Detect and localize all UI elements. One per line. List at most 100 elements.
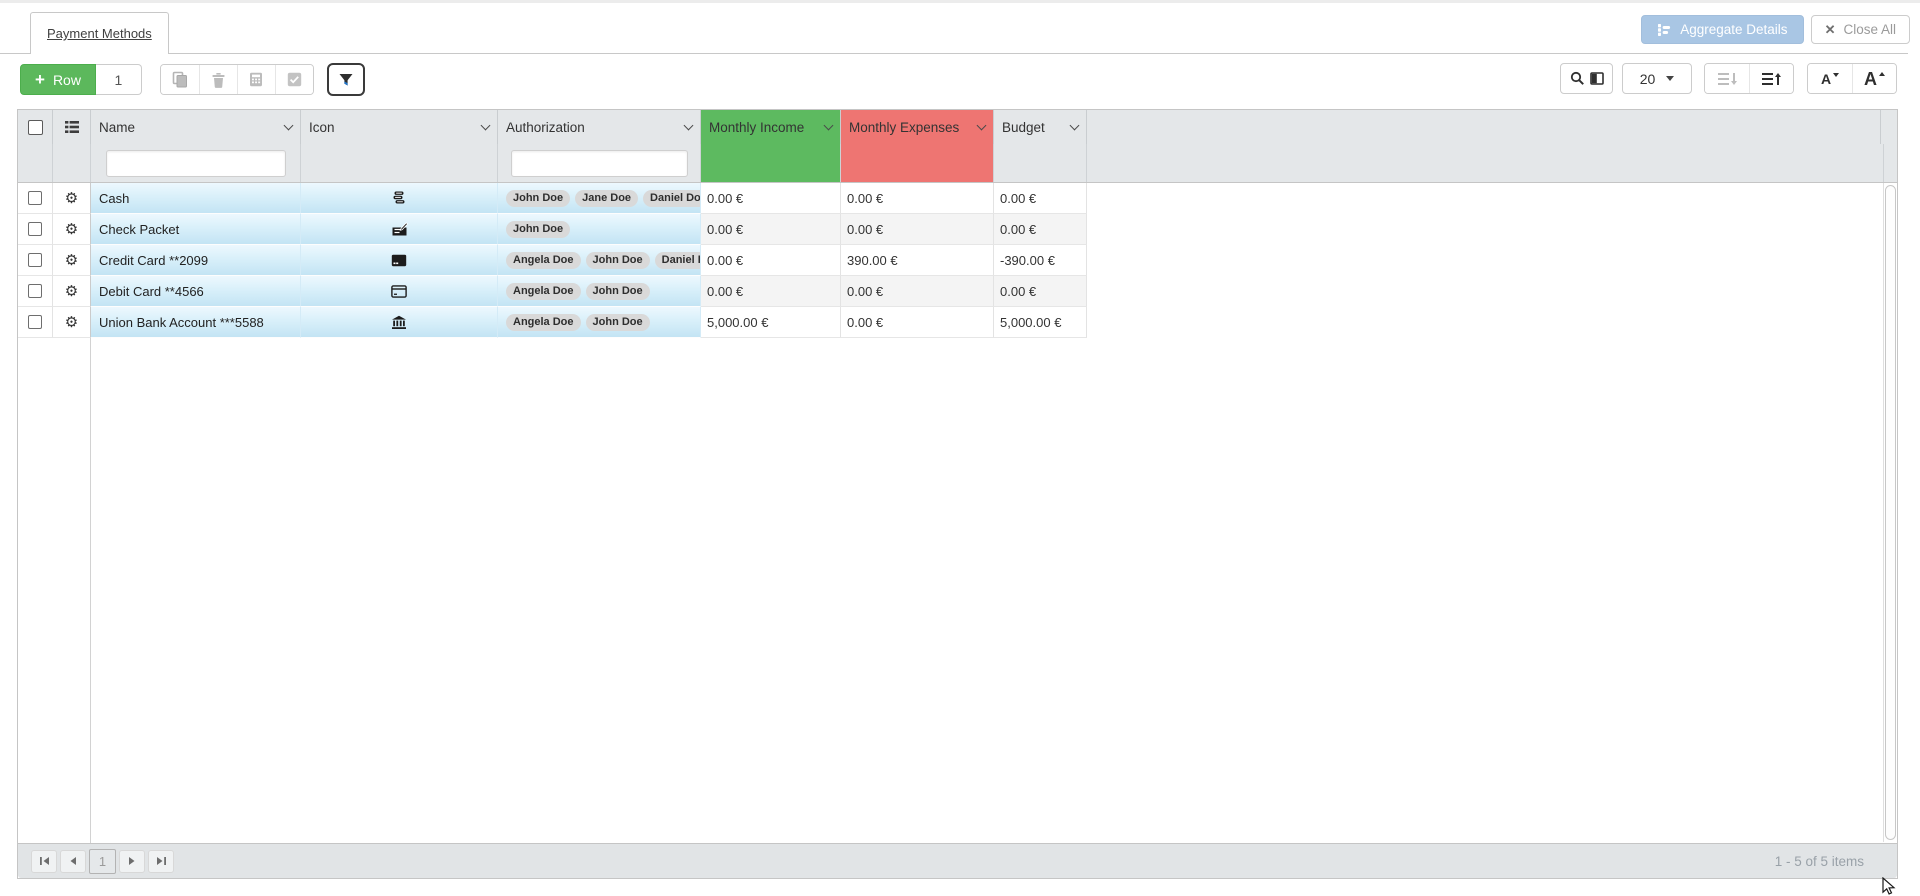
- name-cell[interactable]: Credit Card **2099: [91, 245, 301, 276]
- name-cell[interactable]: Cash: [91, 183, 301, 214]
- authorization-badge: Angela Doe: [506, 251, 581, 269]
- budget-cell[interactable]: 0.00 €: [994, 276, 1087, 307]
- name-cell[interactable]: Check Packet: [91, 214, 301, 245]
- search-columns-button[interactable]: [1560, 63, 1613, 94]
- previous-page-button[interactable]: [60, 849, 86, 873]
- caret-down-icon: [1666, 76, 1675, 81]
- gear-icon[interactable]: ⚙: [64, 188, 79, 207]
- filter-cell-select: [18, 144, 53, 182]
- chevron-down-icon[interactable]: [1069, 120, 1080, 130]
- authorization-cell[interactable]: John Doe Jane Doe Daniel Doe: [498, 183, 701, 214]
- column-header-name[interactable]: Name: [91, 110, 301, 144]
- font-small-icon: A: [1820, 70, 1832, 87]
- monthly-expenses-cell[interactable]: 0.00 €: [841, 276, 994, 307]
- row-checkbox[interactable]: [28, 191, 42, 205]
- calculator-button[interactable]: [236, 65, 275, 94]
- filter-cell-monthly-income: [701, 144, 841, 182]
- monthly-income-cell[interactable]: 5,000.00 €: [701, 307, 841, 338]
- budget-cell[interactable]: 0.00 €: [994, 214, 1087, 245]
- column-header-authorization[interactable]: Authorization: [498, 110, 701, 144]
- monthly-income-cell[interactable]: 0.00 €: [701, 245, 841, 276]
- column-header-budget[interactable]: Budget: [994, 110, 1087, 144]
- next-page-button[interactable]: [119, 849, 145, 873]
- select-all-checkbox[interactable]: [27, 119, 43, 135]
- copy-icon: [172, 71, 188, 88]
- column-header-icon[interactable]: Icon: [301, 110, 498, 144]
- gear-icon[interactable]: ⚙: [64, 219, 79, 238]
- aggregate-details-button[interactable]: Aggregate Details: [1641, 15, 1804, 44]
- name-cell[interactable]: Union Bank Account ***5588: [91, 307, 301, 338]
- vertical-scrollbar-thumb[interactable]: [1885, 185, 1896, 840]
- monthly-expenses-cell[interactable]: 0.00 €: [841, 214, 994, 245]
- table-row: ⚙ Union Bank Account ***5588 Angela Doe …: [18, 307, 1897, 338]
- delete-rows-button[interactable]: [198, 65, 237, 94]
- filter-cell-name: [91, 144, 301, 182]
- row-count-input[interactable]: [95, 64, 142, 95]
- chevron-down-icon[interactable]: [683, 120, 694, 130]
- icon-cell[interactable]: [301, 245, 498, 276]
- rows-collapse-button[interactable]: [1705, 64, 1749, 93]
- lines-arrow-up-icon: [1761, 71, 1782, 87]
- font-size-increase-button[interactable]: A: [1852, 64, 1896, 93]
- monthly-expenses-cell[interactable]: 0.00 €: [841, 183, 994, 214]
- duplicate-rows-button[interactable]: [160, 65, 199, 94]
- rows-expand-button[interactable]: [1749, 64, 1793, 93]
- filter-cell-icon: [301, 144, 498, 182]
- row-select-cell: [18, 183, 53, 214]
- authorization-cell[interactable]: Angela Doe John Doe: [498, 276, 701, 307]
- frozen-column-divider: [90, 338, 91, 843]
- gear-icon[interactable]: ⚙: [64, 312, 79, 331]
- check-pen-icon: [391, 221, 408, 237]
- column-label: Name: [99, 119, 136, 135]
- search-icon: [1570, 71, 1585, 86]
- budget-cell[interactable]: -390.00 €: [994, 245, 1087, 276]
- gear-icon[interactable]: ⚙: [64, 250, 79, 269]
- authorization-cell[interactable]: Angela Doe John Doe: [498, 307, 701, 338]
- filter-button[interactable]: [326, 63, 365, 96]
- row-details-header-cell: [53, 110, 91, 144]
- icon-cell[interactable]: [301, 307, 498, 338]
- monthly-expenses-cell[interactable]: 390.00 €: [841, 245, 994, 276]
- monthly-income-cell[interactable]: 0.00 €: [701, 276, 841, 307]
- first-page-button[interactable]: [31, 849, 57, 873]
- gear-icon[interactable]: ⚙: [64, 281, 79, 300]
- authorization-badge: Angela Doe: [506, 313, 581, 331]
- authorization-badge: John Doe: [506, 189, 571, 207]
- select-mode-button[interactable]: [274, 65, 313, 94]
- add-row-button[interactable]: + Row: [20, 64, 96, 95]
- icon-cell[interactable]: [301, 183, 498, 214]
- authorization-cell[interactable]: Angela Doe John Doe Daniel Doe: [498, 245, 701, 276]
- chevron-down-icon[interactable]: [976, 120, 987, 130]
- chevron-down-icon[interactable]: [480, 120, 491, 130]
- grid-header-row: Name Icon Authorization Monthly Income M…: [18, 110, 1897, 144]
- row-checkbox[interactable]: [28, 253, 42, 267]
- column-label: Budget: [1002, 119, 1045, 135]
- monthly-income-cell[interactable]: 0.00 €: [701, 183, 841, 214]
- current-page-indicator[interactable]: 1: [89, 848, 116, 874]
- authorization-filter-input[interactable]: [511, 149, 688, 177]
- chevron-down-icon[interactable]: [823, 120, 834, 130]
- tab-payment-methods[interactable]: Payment Methods: [30, 12, 169, 54]
- row-checkbox[interactable]: [28, 315, 42, 329]
- name-filter-input[interactable]: [106, 149, 286, 177]
- authorization-cell[interactable]: John Doe: [498, 214, 701, 245]
- close-all-button[interactable]: ✕ Close All: [1810, 15, 1910, 44]
- font-big-icon: A: [1864, 68, 1877, 89]
- page-size-dropdown[interactable]: 20: [1622, 63, 1692, 94]
- column-header-monthly-income[interactable]: Monthly Income: [701, 110, 841, 144]
- budget-cell[interactable]: 5,000.00 €: [994, 307, 1087, 338]
- row-checkbox[interactable]: [28, 284, 42, 298]
- name-cell[interactable]: Debit Card **4566: [91, 276, 301, 307]
- authorization-badge: Jane Doe: [575, 189, 639, 207]
- font-size-decrease-button[interactable]: A: [1808, 64, 1852, 93]
- chevron-down-icon[interactable]: [283, 120, 294, 130]
- row-checkbox[interactable]: [28, 222, 42, 236]
- icon-cell[interactable]: [301, 214, 498, 245]
- monthly-expenses-cell[interactable]: 0.00 €: [841, 307, 994, 338]
- toolbar-right: 20 A: [1560, 63, 1897, 94]
- column-header-monthly-expenses[interactable]: Monthly Expenses: [841, 110, 994, 144]
- icon-cell[interactable]: [301, 276, 498, 307]
- budget-cell[interactable]: 0.00 €: [994, 183, 1087, 214]
- last-page-button[interactable]: [148, 849, 174, 873]
- monthly-income-cell[interactable]: 0.00 €: [701, 214, 841, 245]
